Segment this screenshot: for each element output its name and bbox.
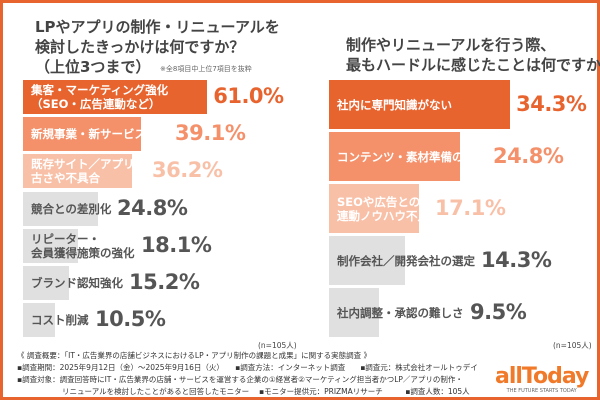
footer-line-1: 《 調査概要：「IT・広告業界の店舗ビジネスにおけるLP・アプリ制作の課題と成果… [17, 351, 372, 360]
bar-label: 集客・マーケティング強化 （SEO・広告連動など） [31, 83, 169, 111]
right-sample-size: (n=105人) [553, 341, 592, 350]
bar [329, 236, 405, 285]
bar [23, 117, 142, 152]
value-label: 18.1% [141, 232, 212, 257]
value-label: 24.8% [493, 143, 564, 168]
bar [23, 266, 69, 300]
bar-label: 社内調整・承認の難しさ [337, 305, 464, 320]
bar [23, 228, 78, 263]
bar [23, 191, 98, 226]
value-label: 9.5% [470, 299, 527, 324]
value-label: 24.8% [117, 195, 188, 220]
value-label: 14.3% [481, 247, 552, 272]
bar [23, 80, 208, 114]
value-label: 36.2% [152, 158, 223, 183]
bar-label: コンテンツ・素材準備の手間 [337, 149, 487, 164]
bar-label: 新規事業・新サービス開始 [31, 127, 169, 142]
bar-label: 既存サイト／アプリの 古さや不具合 [31, 157, 146, 186]
left-chart-title: LPやアプリの制作・リニューアルを 検討したきっかけは何ですか？ （上位3つまで… [35, 18, 280, 76]
footer-line-4: リニューアルを検討したことがあると回答したモニター ▪モニター提供元：PRIZM… [17, 387, 470, 396]
value-label: 39.1% [175, 121, 246, 146]
bar [329, 288, 380, 337]
value-label: 15.2% [129, 270, 200, 294]
bar-label: 制作会社／開発会社の選定 [337, 253, 475, 268]
bar [329, 80, 511, 129]
bar-label: ブランド認知強化 [31, 276, 123, 290]
value-label: 17.1% [435, 195, 506, 220]
left-sample-size: (n=105人) [258, 341, 297, 350]
footer-line-2: ▪調査期間：2025年9月12日（金）～2025年9月16日（火） ▪調査方法：… [17, 363, 478, 372]
bar [23, 154, 133, 189]
alltoday-logo: allToday THE FUTURE STARTS TODAY [495, 364, 589, 395]
bar-label: リピーター・ 会員獲得施策の強化 [31, 231, 135, 260]
bar-label: 競合との差別化 [31, 201, 112, 216]
logo-tagline: THE FUTURE STARTS TODAY [506, 388, 577, 394]
logo-name: allToday [495, 364, 589, 389]
right-chart-title: 制作やリニューアルを行う際、 最もハードルに感じたことは何ですか？ [346, 36, 600, 74]
value-label: 61.0% [213, 84, 284, 108]
value-label: 10.5% [95, 307, 166, 332]
bar [329, 132, 460, 181]
bar [23, 303, 55, 338]
bar-label: コスト削減 [31, 313, 89, 328]
bar-label: 社内に専門知識がない [337, 97, 452, 112]
left-chart-note: ※全8項目中上位7項目を抜粋 [160, 65, 252, 73]
footer-line-3: ▪調査対象：調査回答時にIT・広告業界の店舗・サービスを運営する企業の①経営者②… [17, 375, 463, 384]
value-label: 34.3% [516, 91, 587, 116]
bar-label: SEOや広告との 連動ノウハウ不足 [337, 194, 429, 223]
bar [329, 184, 420, 233]
